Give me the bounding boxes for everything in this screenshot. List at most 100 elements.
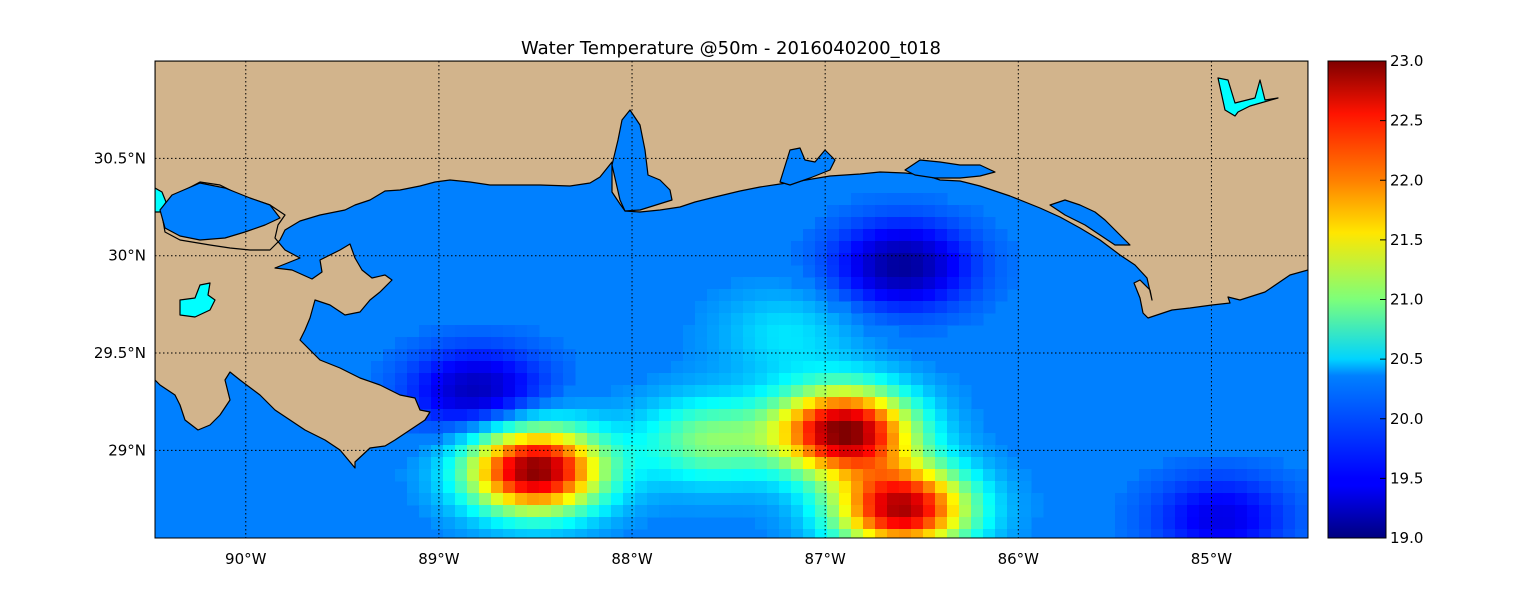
temperature-cell <box>551 493 564 506</box>
temperature-cell <box>827 457 840 470</box>
temperature-cell <box>911 313 924 326</box>
temperature-cell <box>491 397 504 410</box>
temperature-cell <box>887 421 900 434</box>
temperature-cell <box>791 517 804 530</box>
temperature-cell <box>659 505 672 518</box>
longitude-label: 88°W <box>611 550 653 568</box>
temperature-cell <box>479 409 492 422</box>
temperature-cell <box>731 349 744 362</box>
temperature-cell <box>1007 241 1020 254</box>
temperature-cell <box>851 241 864 254</box>
temperature-cell <box>515 445 528 458</box>
temperature-cell <box>815 253 828 266</box>
temperature-cell <box>863 433 876 446</box>
temperature-cell <box>983 301 996 314</box>
temperature-cell <box>647 409 660 422</box>
temperature-cell <box>1139 469 1152 482</box>
temperature-cell <box>515 481 528 494</box>
temperature-cell <box>767 517 780 530</box>
temperature-cell <box>899 457 912 470</box>
temperature-cell <box>839 505 852 518</box>
temperature-cell <box>983 529 996 538</box>
temperature-cell <box>875 337 888 350</box>
temperature-cell <box>923 289 936 302</box>
temperature-cell <box>719 469 732 482</box>
temperature-cell <box>779 517 792 530</box>
temperature-cell <box>455 373 468 386</box>
temperature-cell <box>635 445 648 458</box>
temperature-cell <box>863 481 876 494</box>
temperature-cell <box>851 349 864 362</box>
temperature-cell <box>707 301 720 314</box>
temperature-cell <box>815 493 828 506</box>
temperature-cell <box>923 457 936 470</box>
temperature-cell <box>479 421 492 434</box>
temperature-cell <box>875 349 888 362</box>
temperature-cell <box>911 445 924 458</box>
temperature-cell <box>479 325 492 338</box>
temperature-cell <box>827 229 840 242</box>
temperature-cell <box>935 217 948 230</box>
temperature-cell <box>899 469 912 482</box>
temperature-cell <box>623 445 636 458</box>
temperature-cell <box>791 289 804 302</box>
temperature-cell <box>623 457 636 470</box>
temperature-cell <box>1007 517 1020 530</box>
temperature-cell <box>863 301 876 314</box>
temperature-cell <box>947 385 960 398</box>
temperature-cell <box>911 241 924 254</box>
bay <box>904 159 996 179</box>
temperature-cell <box>587 469 600 482</box>
temperature-cell <box>863 241 876 254</box>
temperature-cell <box>467 421 480 434</box>
temperature-cell <box>947 457 960 470</box>
temperature-cell <box>1007 265 1020 278</box>
temperature-cell <box>767 373 780 386</box>
temperature-cell <box>647 457 660 470</box>
temperature-cell <box>947 421 960 434</box>
temperature-cell <box>827 505 840 518</box>
temperature-cell <box>767 529 780 538</box>
temperature-cell <box>743 337 756 350</box>
temperature-cell <box>431 469 444 482</box>
temperature-cell <box>707 433 720 446</box>
temperature-cell <box>983 217 996 230</box>
temperature-cell <box>851 385 864 398</box>
temperature-cell <box>1259 529 1272 538</box>
temperature-cell <box>599 397 612 410</box>
temperature-cell <box>815 313 828 326</box>
temperature-cell <box>959 421 972 434</box>
temperature-cell <box>707 469 720 482</box>
temperature-cell <box>539 493 552 506</box>
temperature-cell <box>959 217 972 230</box>
temperature-cell <box>455 397 468 410</box>
temperature-cell <box>407 385 420 398</box>
temperature-cell <box>911 373 924 386</box>
temperature-cell <box>839 385 852 398</box>
temperature-cell <box>947 241 960 254</box>
temperature-cell <box>731 277 744 290</box>
temperature-cell <box>503 457 516 470</box>
temperature-cell <box>887 229 900 242</box>
temperature-cell <box>863 265 876 278</box>
temperature-cell <box>515 517 528 530</box>
temperature-cell <box>551 469 564 482</box>
temperature-cell <box>887 373 900 386</box>
temperature-cell <box>1031 505 1044 518</box>
temperature-cell <box>479 445 492 458</box>
temperature-cell <box>419 469 432 482</box>
temperature-cell <box>887 349 900 362</box>
temperature-cell <box>923 313 936 326</box>
temperature-cell <box>695 433 708 446</box>
temperature-cell <box>695 469 708 482</box>
map-frame <box>154 60 1309 539</box>
temperature-cell <box>743 469 756 482</box>
temperature-cell <box>443 349 456 362</box>
temperature-cell <box>887 289 900 302</box>
temperature-cell <box>491 349 504 362</box>
temperature-cell <box>455 337 468 350</box>
temperature-cell <box>767 505 780 518</box>
temperature-cell <box>431 493 444 506</box>
temperature-cell <box>563 445 576 458</box>
temperature-cell <box>767 277 780 290</box>
